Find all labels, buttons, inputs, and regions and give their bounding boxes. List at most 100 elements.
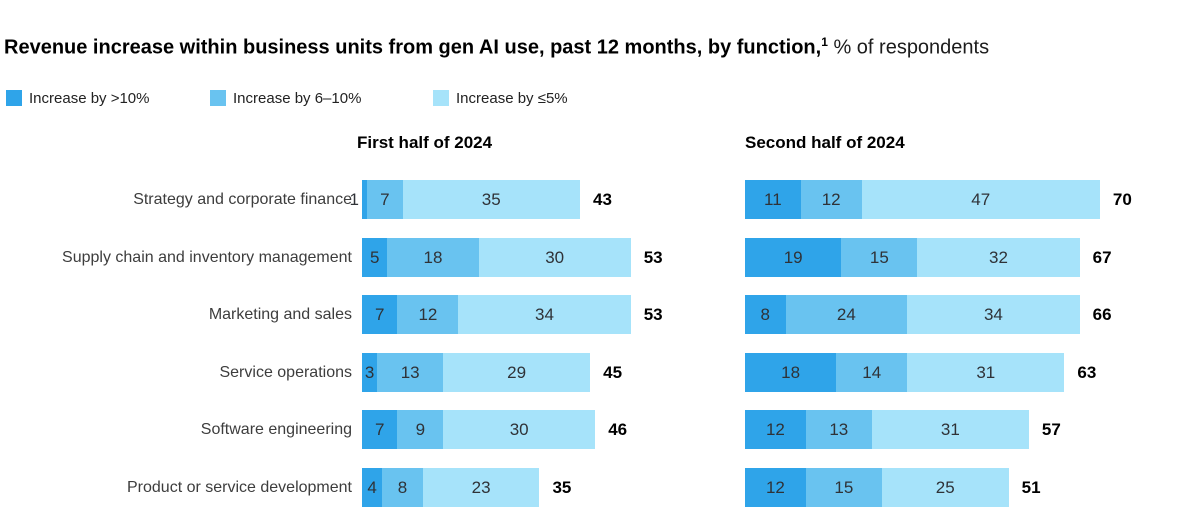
total-label: 45 xyxy=(603,362,623,382)
segment-value-label: 12 xyxy=(765,419,785,439)
segment-value-label: 7 xyxy=(375,419,385,439)
segment-value-label: 31 xyxy=(940,419,960,439)
legend-item-increase-gt10: Increase by >10% xyxy=(6,89,150,107)
segment-value-label: 34 xyxy=(535,304,554,324)
segment-value-label: 4 xyxy=(367,477,377,497)
bar-segment xyxy=(745,353,837,392)
bar-segment xyxy=(907,295,1080,334)
bar-segment xyxy=(397,410,444,449)
bar-segment xyxy=(881,468,1009,507)
total-label: 53 xyxy=(643,304,663,324)
segment-value-label: 12 xyxy=(821,189,841,209)
category-label: Software engineering xyxy=(200,420,352,438)
chart-title: Revenue increase within business units f… xyxy=(4,30,989,61)
bar-segment xyxy=(805,468,882,507)
segment-value-label: 13 xyxy=(400,362,420,382)
segment-value-label: 8 xyxy=(760,304,770,324)
segment-value-label: 7 xyxy=(375,304,385,324)
legend-label: Increase by >10% xyxy=(29,89,150,107)
bar-segment xyxy=(745,295,786,334)
segment-value-label: 11 xyxy=(764,189,782,209)
segment-value-label: 13 xyxy=(829,419,849,439)
segment-value-label: 12 xyxy=(765,477,785,497)
segment-value-label: 18 xyxy=(423,247,443,267)
bar-segment xyxy=(443,410,596,449)
total-label: 53 xyxy=(643,247,663,267)
legend-label: Increase by 6–10% xyxy=(233,89,362,107)
total-label: 35 xyxy=(552,477,572,497)
bar-segment xyxy=(907,353,1065,392)
bar-segment xyxy=(836,353,908,392)
bar-segment xyxy=(362,238,388,277)
bar-segment xyxy=(458,295,631,334)
bar-segment xyxy=(478,238,631,277)
segment-value-label: 14 xyxy=(862,362,882,382)
segment-value-label: 5 xyxy=(369,247,380,267)
bar-segment xyxy=(745,180,801,219)
panel-header-second-half: Second half of 2024 xyxy=(745,133,905,152)
segment-value-label: 15 xyxy=(834,477,854,497)
segment-value-label: 35 xyxy=(481,189,501,209)
legend-label: Increase by ≤5% xyxy=(456,89,568,107)
segment-value-label: 34 xyxy=(983,304,1003,324)
category-label: Supply chain and inventory management xyxy=(62,248,352,266)
total-label: 51 xyxy=(1021,477,1041,497)
bar-segment xyxy=(362,180,368,219)
bar-segment xyxy=(917,238,1080,277)
legend-swatch-light-blue xyxy=(433,90,449,106)
bar-segment xyxy=(387,238,479,277)
legend-item-increase-6-10: Increase by 6–10% xyxy=(210,89,361,107)
category-label: Marketing and sales xyxy=(208,305,352,323)
bar-segment xyxy=(362,410,398,449)
segment-value-label: 12 xyxy=(418,304,438,324)
segment-value-label: 3 xyxy=(364,362,375,382)
segment-value-label: 9 xyxy=(415,419,426,439)
bar-segment xyxy=(402,180,580,219)
segment-value-label: 25 xyxy=(935,477,955,497)
panel-header-first-half: First half of 2024 xyxy=(357,133,493,152)
bar-segment xyxy=(745,238,842,277)
segment-value-label: 19 xyxy=(783,247,803,267)
total-label: 63 xyxy=(1077,362,1097,382)
bar-segment xyxy=(367,180,403,219)
bar-segment xyxy=(362,353,378,392)
bar-segment xyxy=(377,353,444,392)
legend-swatch-medium-blue xyxy=(210,90,226,106)
segment-value-label: 8 xyxy=(397,477,408,497)
bar-segment xyxy=(382,468,423,507)
segment-value-label: 32 xyxy=(989,247,1008,267)
bar-segment xyxy=(785,295,908,334)
segment-value-label: 29 xyxy=(507,362,527,382)
segment-value-label: 30 xyxy=(509,419,529,439)
total-label: 70 xyxy=(1112,189,1132,209)
segment-value-label: 24 xyxy=(836,304,856,324)
category-label: Strategy and corporate finance xyxy=(133,190,352,208)
bar-segment xyxy=(745,468,806,507)
total-label: 67 xyxy=(1092,247,1112,267)
legend-swatch-dark-blue xyxy=(6,90,22,106)
segment-value-label: 31 xyxy=(976,362,996,382)
category-label: Service operations xyxy=(219,363,352,381)
bar-segment xyxy=(422,468,540,507)
chart-title-main: Revenue increase within business units f… xyxy=(4,36,822,59)
legend-item-increase-le5: Increase by ≤5% xyxy=(433,89,568,107)
total-label: 46 xyxy=(608,419,628,439)
segment-value-label: 1 xyxy=(349,189,359,209)
bar-segment xyxy=(805,410,872,449)
bar-segment xyxy=(443,353,591,392)
legend: Increase by >10% Increase by 6–10% Incre… xyxy=(0,89,1200,107)
bar-segment xyxy=(800,180,862,219)
segment-value-label: 30 xyxy=(545,247,565,267)
bar-segment xyxy=(362,468,383,507)
segment-value-label: 18 xyxy=(781,362,801,382)
category-label: Product or service development xyxy=(127,478,352,496)
bar-segment xyxy=(745,410,806,449)
footnote-marker: 1 xyxy=(821,35,828,49)
segment-value-label: 7 xyxy=(380,189,390,209)
total-label: 43 xyxy=(593,189,612,209)
bar-segment xyxy=(871,410,1029,449)
total-label: 57 xyxy=(1041,419,1061,439)
chart-title-unit: % of respondents xyxy=(833,36,990,59)
bar-segment xyxy=(397,295,459,334)
